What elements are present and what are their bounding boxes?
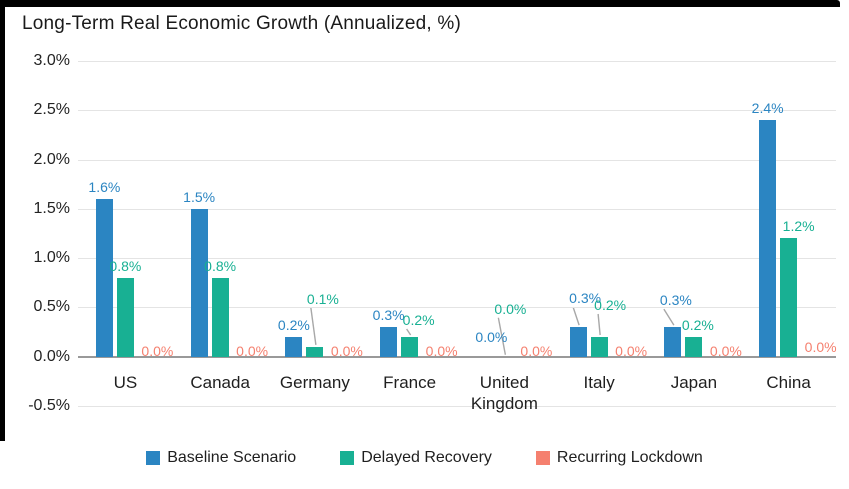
- bar-label-delayed-recovery-france: 0.2%: [402, 312, 435, 328]
- y-axis-tick-label: 0.5%: [33, 298, 70, 316]
- leader-line: [597, 313, 601, 336]
- bar-label-delayed-recovery-italy: 0.2%: [594, 297, 627, 313]
- legend-swatch-baseline-scenario: [146, 451, 161, 465]
- bar-delayed-recovery-china: [780, 238, 798, 357]
- bar-delayed-recovery-germany: [306, 346, 324, 357]
- legend-label-delayed-recovery: Delayed Recovery: [361, 449, 492, 466]
- category-label-germany: Germany: [279, 373, 350, 392]
- legend-swatch-delayed-recovery: [340, 451, 355, 465]
- legend-item-recurring-lockdown: Recurring Lockdown: [535, 449, 703, 467]
- legend: Baseline Scenario Delayed Recovery Recurri…: [0, 441, 849, 475]
- bar-label-baseline-scenario-united-kingdom: 0.0%: [475, 328, 508, 345]
- bar-baseline-scenario-china: [759, 120, 777, 357]
- category-label-united-kingdom: United Kingdom: [470, 373, 538, 413]
- bar-label-delayed-recovery-japan: 0.2%: [681, 317, 714, 333]
- bar-baseline-scenario-us: [95, 199, 113, 357]
- y-axis-tick-label: 2.5%: [33, 101, 70, 119]
- legend-item-delayed-recovery: Delayed Recovery: [340, 449, 492, 467]
- bar-label-baseline-scenario-germany: 0.2%: [277, 317, 310, 333]
- bar-label-baseline-scenario-canada: 1.5%: [183, 188, 216, 205]
- bar-label-recurring-lockdown-canada: 0.0%: [236, 342, 269, 359]
- category-label-japan: Japan: [670, 373, 718, 392]
- bar-label-baseline-scenario-italy: 0.3%: [569, 290, 602, 307]
- bar-label-delayed-recovery-united-kingdom: 0.0%: [494, 300, 527, 317]
- y-axis-tick-label: 1.5%: [33, 199, 70, 217]
- bar-label-baseline-scenario-japan: 0.3%: [659, 292, 692, 309]
- gridline: [78, 258, 836, 260]
- y-axis-tick-label: 2.0%: [33, 150, 70, 168]
- category-label-us: US: [113, 373, 138, 392]
- bar-baseline-scenario-germany: [285, 337, 303, 357]
- bar-delayed-recovery-italy: [590, 337, 608, 357]
- bar-label-delayed-recovery-china: 1.2%: [782, 218, 815, 235]
- legend-label-recurring-lockdown: Recurring Lockdown: [556, 449, 703, 466]
- leader-line: [406, 328, 412, 336]
- frame-border-top: [0, 0, 840, 7]
- category-label-france: France: [383, 373, 437, 392]
- bar-baseline-scenario-france: [380, 327, 398, 357]
- gridline: [78, 110, 836, 112]
- gridline: [78, 208, 836, 210]
- bar-label-delayed-recovery-us: 0.8%: [109, 257, 142, 274]
- bar-label-delayed-recovery-germany: 0.1%: [306, 290, 339, 307]
- bar-delayed-recovery-japan: [685, 337, 703, 357]
- category-label-italy: Italy: [583, 373, 615, 392]
- bar-label-baseline-scenario-us: 1.6%: [88, 179, 121, 195]
- bar-baseline-scenario-japan: [664, 327, 682, 357]
- bar-label-recurring-lockdown-us: 0.0%: [141, 342, 174, 359]
- bar-label-recurring-lockdown-japan: 0.0%: [709, 342, 742, 359]
- bar-label-recurring-lockdown-france: 0.0%: [425, 342, 458, 359]
- y-axis-tick-label: -0.5%: [28, 397, 70, 414]
- frame-border-left: [0, 0, 5, 441]
- category-label-china: China: [766, 373, 811, 392]
- gridline: [78, 307, 836, 309]
- legend-item-baseline-scenario: Baseline Scenario: [146, 449, 296, 467]
- gridline: [78, 61, 836, 62]
- bar-label-recurring-lockdown-germany: 0.0%: [330, 342, 363, 359]
- bar-delayed-recovery-us: [116, 277, 134, 357]
- bar-label-baseline-scenario-france: 0.3%: [372, 307, 405, 324]
- bar-label-delayed-recovery-canada: 0.8%: [204, 257, 237, 274]
- bar-label-recurring-lockdown-italy: 0.0%: [615, 342, 648, 359]
- bar-label-recurring-lockdown-china: 0.0%: [804, 338, 837, 355]
- bar-delayed-recovery-canada: [211, 277, 229, 357]
- category-label-canada: Canada: [190, 373, 250, 392]
- bar-baseline-scenario-canada: [190, 208, 208, 357]
- gridline: [78, 406, 836, 407]
- legend-label-baseline-scenario: Baseline Scenario: [167, 449, 297, 466]
- legend-swatch-recurring-lockdown: [535, 451, 550, 465]
- gridline: [78, 159, 836, 161]
- chart-title: Long-Term Real Economic Growth (Annualiz…: [22, 13, 461, 34]
- bar-delayed-recovery-france: [401, 337, 419, 357]
- bar-label-recurring-lockdown-united-kingdom: 0.0%: [520, 342, 553, 359]
- x-axis-baseline: [78, 355, 836, 358]
- y-axis-tick-label: 1.0%: [33, 249, 70, 267]
- y-axis-tick-label: 0.0%: [33, 347, 70, 365]
- y-axis-tick-label: 3.0%: [33, 52, 70, 69]
- bar-label-baseline-scenario-china: 2.4%: [751, 100, 784, 117]
- bar-baseline-scenario-italy: [569, 327, 587, 357]
